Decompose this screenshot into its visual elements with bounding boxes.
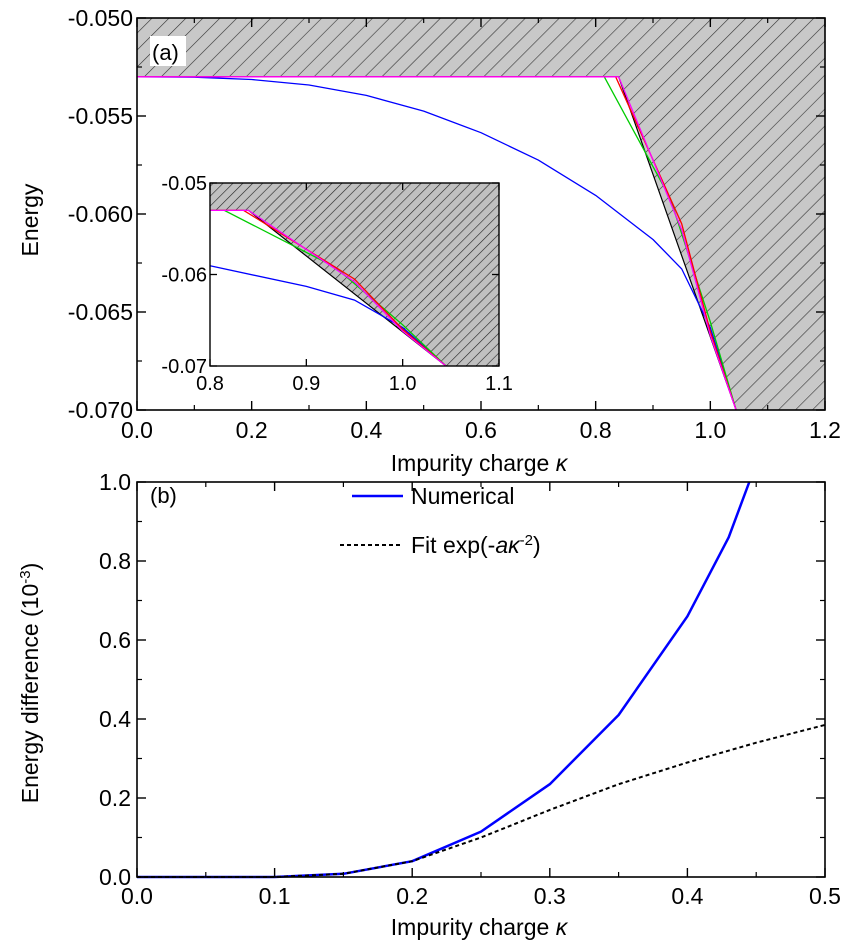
inset-ticks [209,182,500,367]
x-tick-labels-a: 0.0 0.2 0.4 0.6 0.8 1.0 1.2 [121,417,841,443]
x-tick-label-a: 1.0 [694,417,726,443]
x-axis-label-a: Impurity charge κ [391,450,569,476]
y-tick-label-b: 0.0 [99,864,131,890]
inset-energy-levels [209,209,447,367]
y-tick-label-b: 0.2 [99,785,131,811]
y-tick-label-b: 0.6 [99,627,131,653]
x-tick-label-b: 0.5 [809,883,841,909]
inset-continuum-hatch [210,183,499,366]
inset-plot: 0.8 0.9 1.0 1.1 -0.05 -0.06 -0.07 [161,173,513,395]
y-tick-labels-b: 0.0 0.2 0.4 0.6 0.8 1.0 [99,469,131,890]
x-tick-label-b: 0.4 [671,883,703,909]
x-tick-label-a: 0.4 [350,417,382,443]
continuum-hatch [137,18,825,410]
x-tick-label-b: 0.0 [121,883,153,909]
inset-y-tick-label: -0.07 [161,356,207,378]
x-tick-label-b: 0.3 [534,883,566,909]
y-axis-label-b: Energy difference (10-3) [17,563,44,804]
legend-label-numerical: Numerical [411,483,515,509]
inset-x-tick-labels: 0.8 0.9 1.0 1.1 [196,373,513,395]
y-axis-label-a: Energy [17,183,43,256]
x-tick-label-b: 0.1 [259,883,291,909]
inset-level-line-0 [209,265,447,367]
panel-label-a: (a) [152,40,179,65]
energy-levels [136,76,737,411]
curve-fit [137,723,826,878]
x-tick-label-a: 1.2 [809,417,841,443]
inset-y-tick-labels: -0.05 -0.06 -0.07 [161,173,207,378]
panel-label-bg-a [150,36,186,66]
y-tick-label-b: 0.4 [99,706,131,732]
x-tick-label-a: 0.2 [236,417,268,443]
x-axis-label-b: Impurity charge κ [391,914,569,940]
ticks-a [136,17,826,411]
y-tick-label-a: -0.050 [68,5,133,31]
level-line-0 [136,76,737,411]
panel-a: 0.0 0.2 0.4 0.6 0.8 1.0 1.2 -0.050-0.055-0.060… [17,5,841,476]
y-tick-label-a: -0.055 [68,103,133,129]
inset-y-tick-label: -0.05 [161,173,207,195]
inset-x-tick-label: 1.1 [485,373,513,395]
panel-b: 0.0 0.1 0.2 0.3 0.4 0.5 0.0 0.2 0.4 0.6 0.8 1.0 Im… [17,469,841,940]
inset-x-tick-label: 0.8 [196,373,224,395]
x-tick-labels-b: 0.0 0.1 0.2 0.3 0.4 0.5 [121,883,841,909]
panel-label-b: (b) [150,483,177,508]
legend: Numerical Fit exp(-aκ-2) [340,483,541,558]
inset-y-tick-label: -0.06 [161,265,207,287]
x-tick-label-a: 0.6 [465,417,497,443]
inset-x-tick-label: 0.9 [292,373,320,395]
y-tick-label-a: -0.060 [68,201,133,227]
level-line-3 [137,76,737,411]
y-tick-label-a: -0.065 [68,299,133,325]
inset-x-tick-label: 1.0 [389,373,417,395]
ticks-b [136,481,826,878]
y-tick-labels-a: -0.050 -0.055 -0.060 -0.065 -0.070 [68,5,133,423]
y-tick-label-b: 0.8 [99,548,131,574]
inset-level-line-3 [210,209,447,367]
y-tick-label-b: 1.0 [99,469,131,495]
x-tick-label-a: 0.8 [580,417,612,443]
x-tick-label-a: 0.0 [121,417,153,443]
y-tick-label-a: -0.070 [68,397,133,423]
legend-label-fit: Fit exp(-aκ-2) [411,532,541,559]
x-tick-label-b: 0.2 [396,883,428,909]
